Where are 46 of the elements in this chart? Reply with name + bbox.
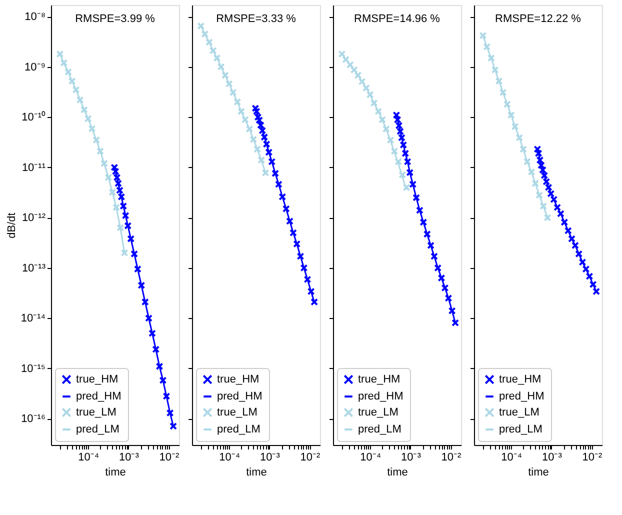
legend-label: true_HM: [499, 374, 542, 386]
x-tick-label: 10⁻²: [582, 452, 602, 464]
legend-label: pred_HM: [358, 390, 404, 402]
y-axis-title: dB/dt: [6, 212, 18, 238]
x-tick-label: 10⁻²: [300, 452, 320, 464]
y-tick-label: 10⁻⁹: [24, 61, 46, 74]
x-tick-label: 10⁻³: [400, 452, 422, 464]
y-tick-label: 10⁻¹⁶: [21, 413, 46, 426]
x-axis-title: time: [105, 466, 126, 478]
annotation: RMSPE=12.22 %: [495, 13, 582, 25]
annotation: RMSPE=14.96 %: [354, 13, 440, 25]
x-tick-label: 10⁻³: [260, 452, 280, 464]
legend-label: true_HM: [217, 374, 260, 386]
x-axis-title: time: [387, 466, 408, 478]
x-tick-label: 10⁻⁴: [501, 452, 522, 464]
legend-label: true_LM: [76, 406, 116, 418]
legend-label: pred_LM: [217, 424, 260, 436]
y-tick-label: 10⁻¹¹: [22, 162, 46, 174]
x-axis-title: time: [246, 466, 267, 478]
x-axis-title: time: [528, 466, 549, 478]
legend-label: true_LM: [358, 406, 398, 418]
annotation: RMSPE=3.33 %: [216, 13, 296, 25]
x-tick-label: 10⁻⁴: [360, 452, 382, 464]
legend-label: true_HM: [76, 374, 118, 386]
x-tick-label: 10⁻⁴: [219, 452, 240, 464]
y-tick-label: 10⁻¹⁰: [22, 110, 46, 124]
y-tick-label: 10⁻¹⁴: [20, 312, 46, 325]
x-tick-label: 10⁻²: [441, 452, 462, 464]
x-tick-label: 10⁻²: [159, 452, 180, 464]
legend-label: true_HM: [358, 374, 400, 386]
legend-label: pred_HM: [76, 390, 122, 402]
legend-label: pred_LM: [499, 424, 542, 436]
legend-label: pred_LM: [358, 424, 402, 436]
y-tick-label: 10⁻¹²: [22, 212, 46, 224]
legend-label: true_LM: [217, 406, 258, 418]
legend-label: pred_HM: [499, 390, 544, 402]
y-tick-label: 10⁻⁸: [24, 11, 46, 24]
x-tick-label: 10⁻³: [542, 452, 562, 464]
x-tick-label: 10⁻⁴: [78, 452, 100, 464]
legend-label: true_LM: [499, 406, 540, 418]
y-tick-label: 10⁻¹⁵: [21, 362, 46, 375]
x-tick-label: 10⁻³: [118, 452, 140, 464]
legend-label: pred_LM: [76, 424, 120, 436]
annotation: RMSPE=3.99 %: [75, 13, 156, 25]
legend-label: pred_HM: [217, 390, 262, 402]
y-tick-label: 10⁻¹³: [22, 262, 46, 274]
